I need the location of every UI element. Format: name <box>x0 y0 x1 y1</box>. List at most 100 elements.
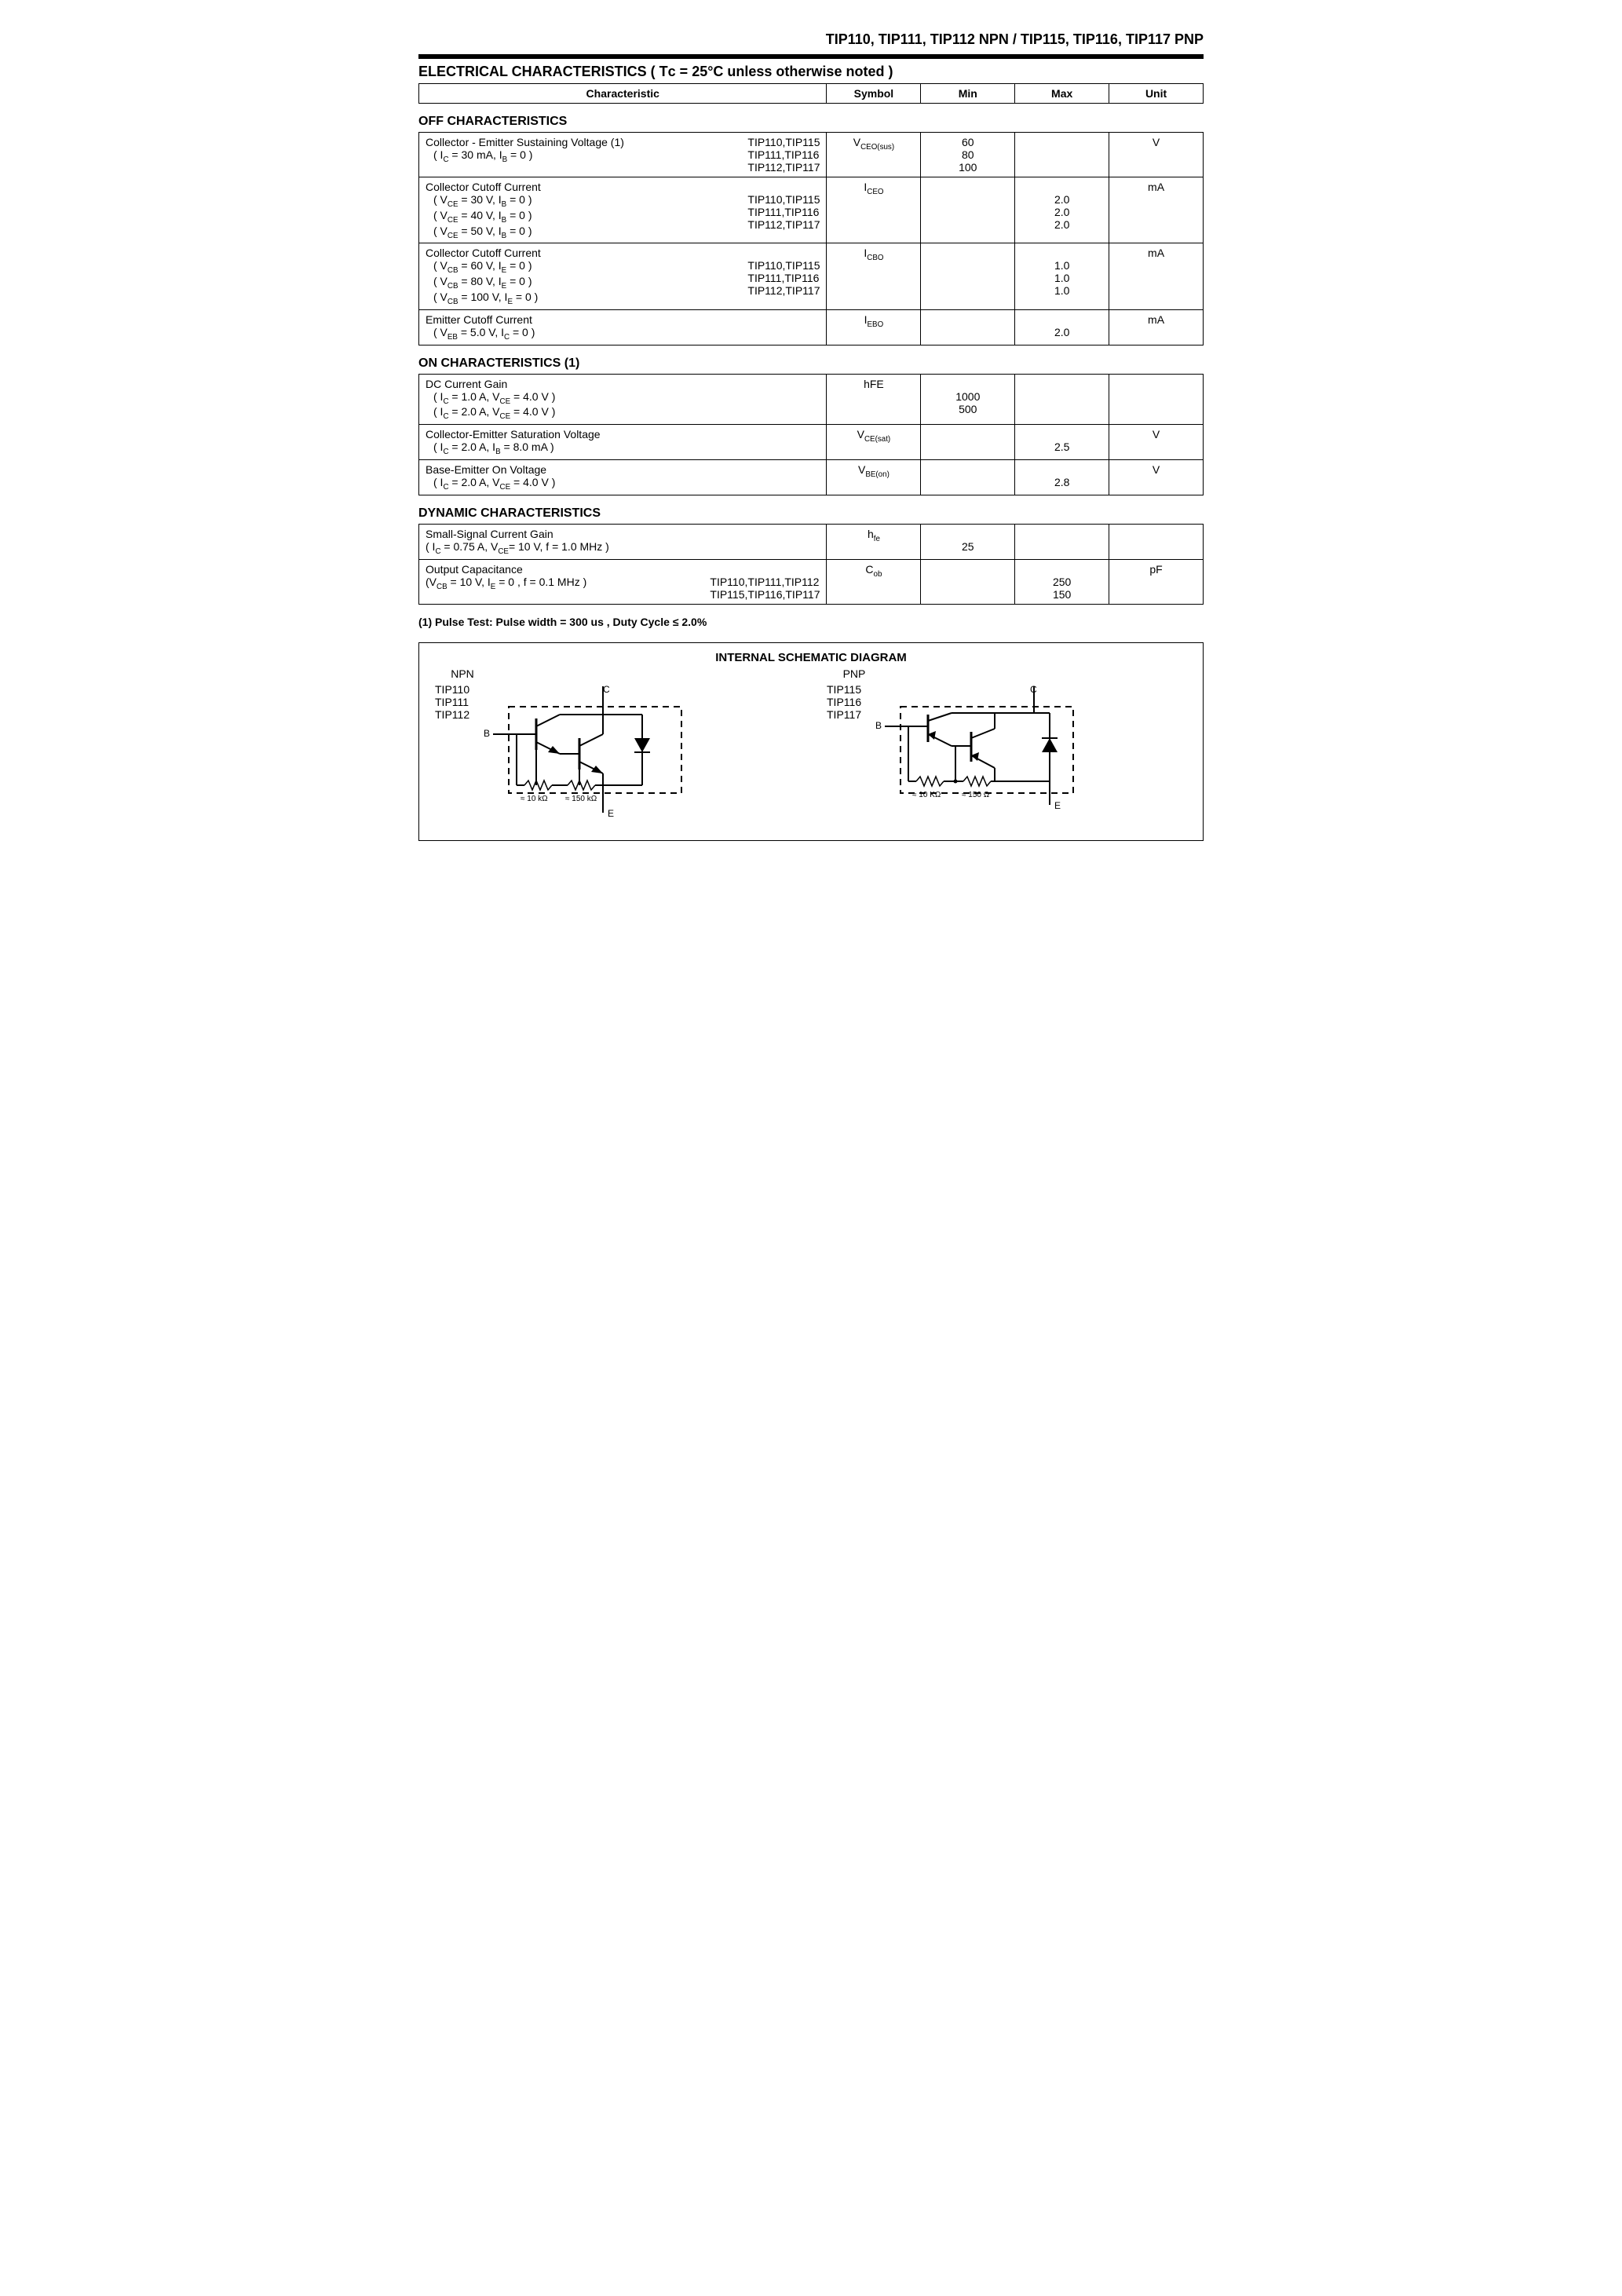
char-cond: ( IC = 1.0 A, VCE = 4.0 V ) <box>433 390 820 406</box>
symbol: IEBO <box>827 309 921 345</box>
parts: TIP112,TIP117 <box>747 284 820 297</box>
unit <box>1109 374 1204 425</box>
col-min: Min <box>921 84 1015 104</box>
char-cond: ( IC = 30 mA, IB = 0 ) <box>433 148 624 164</box>
char-cond: ( VCB = 100 V, IE = 0 ) <box>433 291 541 306</box>
main-title: ELECTRICAL CHARACTERISTICS ( Tᴄ = 25°C u… <box>418 64 1204 80</box>
char-cond: ( IC = 2.0 A, VCE = 4.0 V ) <box>433 405 820 421</box>
svg-text:≈ 10 KΩ: ≈ 10 KΩ <box>912 791 941 799</box>
min <box>921 309 1015 345</box>
char-cond: ( VEB = 5.0 V, IC = 0 ) <box>433 326 820 342</box>
dyn-title: DYNAMIC CHARACTERISTICS <box>418 506 1204 521</box>
symbol: hFE <box>827 374 921 425</box>
page-header: TIP110, TIP111, TIP112 NPN / TIP115, TIP… <box>418 31 1204 48</box>
min <box>921 177 1015 243</box>
svg-text:E: E <box>1054 800 1061 811</box>
char-name: Base-Emitter On Voltage <box>426 463 820 476</box>
parts: TIP115,TIP116,TIP117 <box>710 588 820 601</box>
parts: TIP112,TIP117 <box>747 161 820 174</box>
off-table: Collector - Emitter Sustaining Voltage (… <box>418 132 1204 345</box>
parts: TIP110,TIP115 <box>747 193 820 206</box>
on-table: DC Current Gain ( IC = 1.0 A, VCE = 4.0 … <box>418 374 1204 495</box>
max <box>1015 374 1109 425</box>
char-name: Output Capacitance <box>426 563 586 576</box>
char-cond: ( IC = 2.0 A, VCE = 4.0 V ) <box>433 476 820 492</box>
pnp-diagram: PNP TIP115 TIP116 TIP117 C B <box>827 667 1187 824</box>
char-name: Collector - Emitter Sustaining Voltage (… <box>426 136 624 148</box>
min <box>921 559 1015 604</box>
svg-text:B: B <box>484 728 490 739</box>
pnp-schematic-icon: C B <box>869 683 1105 824</box>
min <box>921 243 1015 309</box>
parts: TIP111,TIP116 <box>747 272 820 284</box>
npn-schematic-icon: C B <box>477 683 713 824</box>
svg-text:≈ 150 kΩ: ≈ 150 kΩ <box>565 795 597 803</box>
schematic-box: INTERNAL SCHEMATIC DIAGRAM NPN TIP110 TI… <box>418 642 1204 841</box>
svg-text:≈ 10 kΩ: ≈ 10 kΩ <box>521 795 548 803</box>
max <box>1015 524 1109 559</box>
symbol: Cob <box>827 559 921 604</box>
char-name: DC Current Gain <box>426 378 820 390</box>
table-row: Collector Cutoff Current ( VCE = 30 V, I… <box>419 177 1204 243</box>
min: 25 <box>921 524 1015 559</box>
unit <box>1109 524 1204 559</box>
pulse-test-note: (1) Pulse Test: Pulse width = 300 us , D… <box>418 616 1204 628</box>
on-title: ON CHARACTERISTICS (1) <box>418 356 1204 371</box>
parts: TIP110,TIP115 <box>747 136 820 148</box>
min: 60 80 100 <box>921 133 1015 177</box>
symbol: VCE(sat) <box>827 425 921 460</box>
col-symbol: Symbol <box>827 84 921 104</box>
char-name: Small-Signal Current Gain <box>426 528 820 540</box>
max: 2.0 <box>1015 309 1109 345</box>
char-name: Collector Cutoff Current <box>426 247 541 259</box>
unit: pF <box>1109 559 1204 604</box>
char-cond: (VCB = 10 V, IE = 0 , f = 0.1 MHz ) <box>426 576 586 591</box>
parts: TIP110,TIP115 <box>747 259 820 272</box>
symbol: ICEO <box>827 177 921 243</box>
char-cond: ( VCE = 40 V, IB = 0 ) <box>433 209 541 225</box>
max: 2.0 2.0 2.0 <box>1015 177 1109 243</box>
svg-text:E: E <box>608 808 614 819</box>
symbol: VCEO(sus) <box>827 133 921 177</box>
header-rule <box>418 54 1204 59</box>
col-max: Max <box>1015 84 1109 104</box>
col-characteristic: Characteristic <box>419 84 827 104</box>
parts: TIP111,TIP116 <box>747 148 820 161</box>
char-cond: ( VCB = 80 V, IE = 0 ) <box>433 275 541 291</box>
parts: TIP110,TIP111,TIP112 <box>710 576 820 588</box>
char-cond: ( VCB = 60 V, IE = 0 ) <box>433 259 541 275</box>
symbol: ICBO <box>827 243 921 309</box>
max: 2.5 <box>1015 425 1109 460</box>
char-cond: ( IC = 0.75 A, VCE= 10 V, f = 1.0 MHz ) <box>426 540 820 556</box>
min: 1000 500 <box>921 374 1015 425</box>
min <box>921 459 1015 495</box>
table-row: Base-Emitter On Voltage ( IC = 2.0 A, VC… <box>419 459 1204 495</box>
npn-diagram: NPN TIP110 TIP111 TIP112 C B <box>435 667 795 824</box>
table-row: Emitter Cutoff Current ( VEB = 5.0 V, IC… <box>419 309 1204 345</box>
min <box>921 425 1015 460</box>
table-row: DC Current Gain ( IC = 1.0 A, VCE = 4.0 … <box>419 374 1204 425</box>
char-cond: ( VCE = 30 V, IB = 0 ) <box>433 193 541 209</box>
unit: V <box>1109 133 1204 177</box>
max: 1.0 1.0 1.0 <box>1015 243 1109 309</box>
table-row: Collector Cutoff Current ( VCB = 60 V, I… <box>419 243 1204 309</box>
symbol: hfe <box>827 524 921 559</box>
table-row: Collector - Emitter Sustaining Voltage (… <box>419 133 1204 177</box>
diagram-title: INTERNAL SCHEMATIC DIAGRAM <box>435 651 1187 664</box>
char-cond: ( IC = 2.0 A, IB = 8.0 mA ) <box>433 441 820 456</box>
char-name: Collector-Emitter Saturation Voltage <box>426 428 820 441</box>
table-row: Small-Signal Current Gain ( IC = 0.75 A,… <box>419 524 1204 559</box>
dyn-table: Small-Signal Current Gain ( IC = 0.75 A,… <box>418 524 1204 605</box>
symbol: VBE(on) <box>827 459 921 495</box>
column-header-table: Characteristic Symbol Min Max Unit <box>418 83 1204 104</box>
unit: mA <box>1109 309 1204 345</box>
unit: V <box>1109 425 1204 460</box>
svg-text:C: C <box>603 684 610 695</box>
char-cond: ( VCE = 50 V, IB = 0 ) <box>433 225 541 240</box>
max <box>1015 133 1109 177</box>
unit: mA <box>1109 243 1204 309</box>
col-unit: Unit <box>1109 84 1204 104</box>
unit: V <box>1109 459 1204 495</box>
char-name: Collector Cutoff Current <box>426 181 541 193</box>
unit: mA <box>1109 177 1204 243</box>
